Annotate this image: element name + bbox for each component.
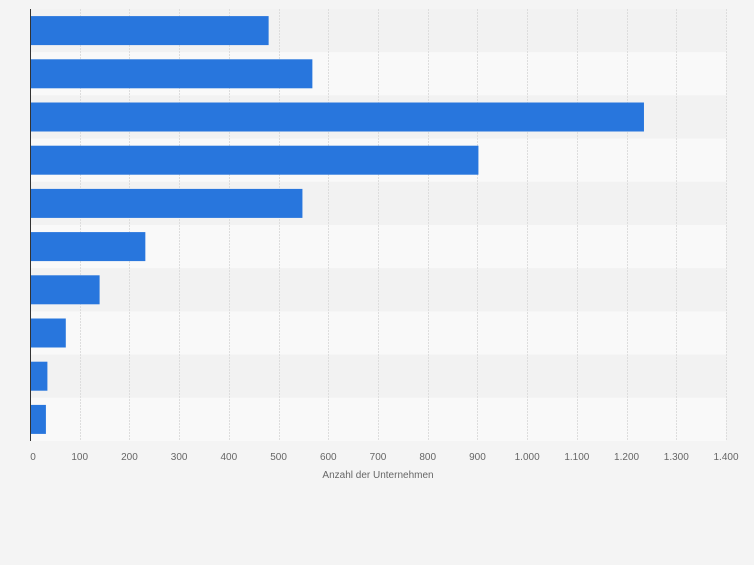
x-tick-label: 1.400 <box>713 452 738 463</box>
x-tick-label: 500 <box>270 452 287 463</box>
x-tick-label: 1.300 <box>664 452 689 463</box>
x-tick-label: 200 <box>121 452 138 463</box>
bar <box>30 16 269 46</box>
bars <box>30 16 644 434</box>
x-tick-label: 0 <box>30 452 36 463</box>
row-band <box>30 397 726 441</box>
bar <box>30 318 66 348</box>
x-tick-label: 1.000 <box>515 452 540 463</box>
bar <box>30 188 303 218</box>
x-tick-label: 300 <box>171 452 188 463</box>
x-tick-label: 700 <box>370 452 387 463</box>
bar <box>30 275 100 305</box>
x-tick-label: 100 <box>71 452 88 463</box>
bar <box>30 404 46 434</box>
x-tick-label: 800 <box>419 452 436 463</box>
bar <box>30 361 48 391</box>
x-tick-label: 900 <box>469 452 486 463</box>
bar <box>30 102 644 132</box>
x-tick-label: 1.200 <box>614 452 639 463</box>
bar <box>30 59 313 89</box>
x-tick-labels: 0 100 200 300 400 500 600 700 800 900 1.000 1.100 1.… <box>30 452 739 463</box>
bar <box>30 232 146 262</box>
x-tick-label: 400 <box>221 452 238 463</box>
bar <box>30 145 479 175</box>
x-tick-label: 600 <box>320 452 337 463</box>
x-axis-title: Anzahl der Unternehmen <box>322 470 433 481</box>
x-tick-label: 1.100 <box>564 452 589 463</box>
